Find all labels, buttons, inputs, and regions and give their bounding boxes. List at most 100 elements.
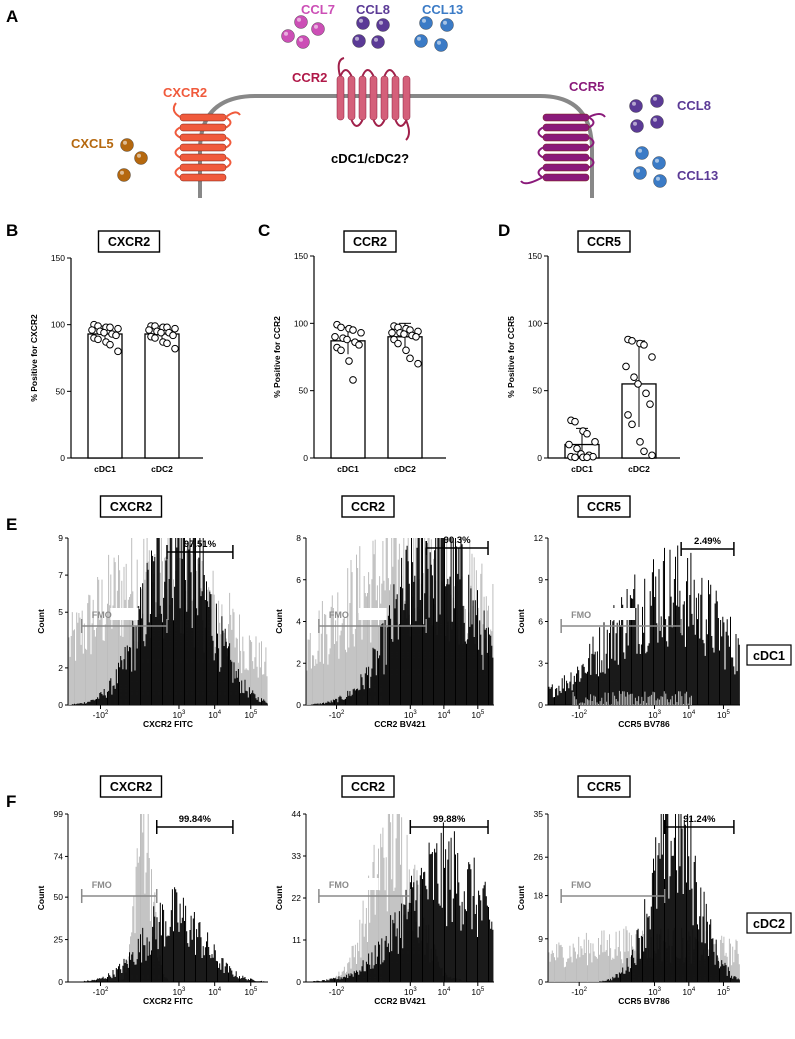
y-tick-label: 0	[538, 700, 543, 710]
chemokine-highlight	[297, 17, 301, 22]
chemokine-ball	[434, 38, 448, 52]
chemokine-highlight	[437, 40, 441, 45]
x-tick-label: cDC2	[628, 464, 650, 474]
ccr5-helix	[542, 133, 590, 142]
y-tick-label: 8	[296, 533, 301, 543]
y-axis-label: % Positive for CCR2	[272, 316, 282, 398]
ligand-ccl13-label: CCL13	[422, 2, 463, 17]
side-label-cdc1: cDC1	[753, 649, 785, 663]
ccr2-helix	[369, 75, 378, 121]
chemokine-ball	[652, 156, 666, 170]
ccr5-helix	[542, 173, 590, 182]
data-point	[412, 333, 420, 341]
chemokine-ball	[414, 34, 428, 48]
x-axis-label: CXCR2 FITC	[143, 996, 193, 1006]
x-tick-label: -102	[329, 710, 345, 720]
chemokine-highlight	[632, 101, 636, 106]
data-point	[106, 340, 114, 349]
y-tick-label: 74	[54, 851, 64, 861]
y-tick-label: 4	[296, 617, 301, 627]
y-tick-label: 50	[54, 892, 64, 902]
x-tick-label: 104	[208, 987, 221, 997]
chemokine-highlight	[633, 121, 637, 126]
chemokine-ball	[650, 94, 664, 108]
x-tick-label: 105	[244, 987, 257, 997]
positive-gate	[663, 820, 735, 834]
data-point	[145, 326, 153, 334]
ccr2-loop	[350, 119, 364, 127]
fmo-gate	[80, 619, 168, 633]
chemokine-highlight	[374, 37, 378, 42]
data-point	[406, 354, 414, 363]
data-point	[114, 347, 122, 356]
x-tick-label: 103	[648, 987, 661, 997]
chemokine-highlight	[653, 117, 657, 122]
data-point	[640, 341, 648, 349]
chemokine-ball	[352, 34, 366, 48]
y-axis-label: Count	[274, 609, 284, 634]
gate-percentage: 99.88%	[433, 814, 466, 825]
data-point	[355, 341, 363, 349]
chart-title-box	[577, 495, 631, 518]
chart-title: CCR2	[351, 500, 385, 514]
cxcr2-helix	[179, 123, 227, 132]
data-point	[388, 328, 396, 337]
x-tick-label: -102	[93, 710, 109, 720]
data-point	[94, 335, 102, 344]
ccr2-helix	[358, 75, 367, 121]
data-point	[114, 324, 122, 333]
y-tick-label: 11	[292, 935, 301, 945]
y-axis-label: Count	[36, 886, 46, 911]
chart-title: CCR5	[587, 235, 621, 249]
ccr5-tail	[520, 113, 606, 185]
histogram-f-ccr5: CCR5 0 9 18 26 35 Count -102 103 104 105 CCR5 BV786…	[516, 775, 740, 1006]
data-point	[630, 373, 638, 382]
data-point	[628, 337, 636, 345]
chemokine-highlight	[314, 24, 318, 29]
chemokine-ball	[311, 22, 325, 36]
gate-percentage: 2.49%	[694, 536, 721, 547]
stained-histogram	[599, 814, 740, 982]
x-tick-label: 103	[173, 710, 186, 720]
y-tick-label: 25	[54, 935, 64, 945]
ligand-ccl13-right-label: CCL13	[677, 168, 718, 183]
ccr5-loop	[537, 166, 544, 179]
x-tick-label: 105	[244, 710, 257, 720]
y-axis-label: Count	[274, 886, 284, 911]
chart-title-box	[99, 495, 163, 518]
x-tick-label: cDC2	[394, 464, 416, 474]
side-label-box-cdc1	[746, 644, 792, 666]
y-tick-label: 0	[296, 700, 301, 710]
y-tick-label: 3	[538, 658, 543, 668]
ccr5-loop	[588, 116, 595, 129]
x-tick-label: 103	[173, 987, 186, 997]
data-point	[646, 400, 654, 408]
stained-histogram	[71, 538, 268, 705]
fmo-gate	[560, 889, 666, 903]
data-point	[343, 335, 351, 344]
data-point	[624, 411, 632, 419]
data-point	[100, 328, 108, 337]
fmo-label: FMO	[571, 610, 591, 620]
histogram-e-ccr2: CCR2 0 2 4 6 8 Count -102 103 104 105 CCR2 BV421 90.…	[274, 495, 494, 729]
fmo-label-bg	[110, 608, 139, 620]
y-tick-label: 18	[534, 891, 544, 901]
data-point	[106, 323, 114, 332]
fmo-label-bg	[607, 608, 636, 620]
chemokine-highlight	[636, 168, 640, 173]
ccr2-loop	[361, 69, 375, 77]
panel-label-e: E	[6, 515, 17, 534]
cxcr2-helix	[179, 113, 227, 122]
x-tick-label: cDC1	[337, 464, 359, 474]
data-point	[628, 420, 636, 429]
positive-gate	[156, 820, 234, 834]
cxcr2-loop	[225, 136, 232, 149]
stained-histogram	[313, 822, 494, 982]
ccr5-helix	[542, 123, 590, 132]
data-point	[349, 376, 357, 384]
x-tick-label: 104	[682, 987, 695, 997]
ccr2-loop	[383, 69, 397, 77]
cxcr2-loop	[174, 166, 181, 179]
chemokine-ball	[371, 35, 385, 49]
